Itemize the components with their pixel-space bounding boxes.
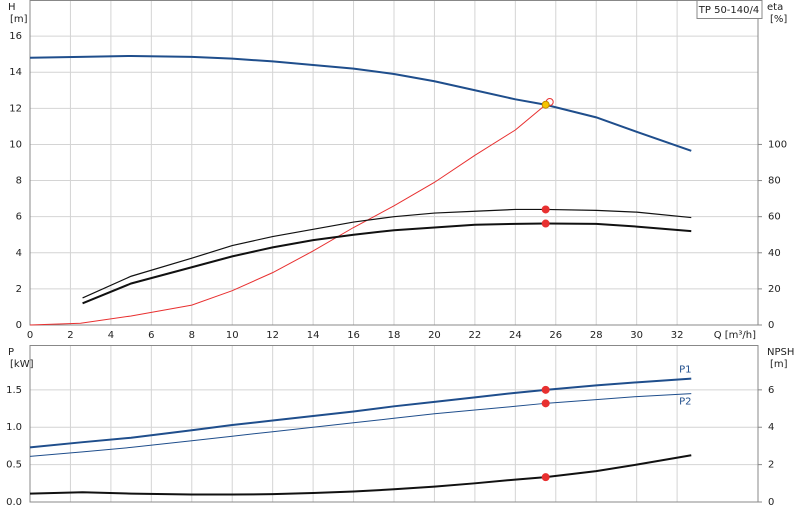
y2-tick-label: 100 (768, 139, 787, 150)
y2-axis-label: eta (767, 2, 783, 13)
x-tick-label: 12 (266, 330, 279, 341)
y-axis-unit: [kW] (10, 359, 34, 370)
y-tick-label: 1.0 (6, 422, 22, 433)
y-tick-label: 2 (16, 284, 22, 295)
y-axis-unit: [m] (10, 14, 28, 25)
series-line (29, 454, 692, 496)
series-label: P1 (679, 365, 691, 376)
x-tick-label: 30 (630, 330, 643, 341)
series-line (29, 393, 692, 457)
y2-tick-label: 2 (768, 460, 774, 471)
point-marker (541, 385, 550, 394)
x-tick-label: 2 (67, 330, 73, 341)
x-tick-label: 4 (108, 330, 114, 341)
x-tick-label: 24 (509, 330, 522, 341)
x-tick-label: 8 (189, 330, 195, 341)
x-tick-label: 0 (27, 330, 33, 341)
y-tick-label: 8 (16, 176, 22, 187)
title-box (696, 0, 763, 19)
x-tick-label: 28 (590, 330, 603, 341)
chart-title: TP 50-140/4 (698, 5, 759, 16)
x-tick-label: 14 (307, 330, 320, 341)
y-tick-label: 0 (16, 320, 22, 331)
y-tick-label: 0.5 (6, 460, 22, 471)
point-marker (541, 219, 550, 228)
y2-tick-label: 4 (768, 422, 774, 433)
plot-frame (29, 0, 759, 326)
point-marker (541, 473, 550, 482)
plot-frame (29, 345, 759, 503)
y-tick-label: 14 (9, 67, 22, 78)
x-tick-label: 18 (388, 330, 401, 341)
y-axis-label: P (8, 347, 14, 358)
series-line (29, 54, 692, 152)
x-tick-label: 6 (148, 330, 154, 341)
x-tick-label: 20 (428, 330, 441, 341)
y2-tick-label: 0 (768, 497, 774, 508)
y2-tick-label: 0 (768, 320, 774, 331)
point-marker (541, 100, 550, 109)
y-tick-label: 12 (9, 103, 22, 114)
y-tick-label: 1.5 (6, 385, 22, 396)
point-marker (541, 205, 550, 214)
series-line (82, 222, 692, 305)
y-tick-label: 10 (9, 139, 22, 150)
x-axis-label: Q [m³/h] (714, 330, 756, 341)
y2-tick-label: 60 (768, 212, 781, 223)
x-tick-label: 10 (226, 330, 239, 341)
series-line (82, 208, 692, 299)
y2-axis-unit: [%] (770, 14, 787, 25)
y2-tick-label: 20 (768, 284, 781, 295)
y-tick-label: 6 (16, 212, 22, 223)
series-label: P2 (679, 397, 691, 408)
x-tick-label: 22 (469, 330, 482, 341)
x-tick-label: 16 (347, 330, 360, 341)
y-axis-label: H (8, 2, 16, 13)
x-tick-label: 26 (549, 330, 562, 341)
series-line (29, 104, 546, 326)
y2-axis-label: NPSH (767, 347, 794, 358)
y-tick-label: 0.0 (6, 497, 22, 508)
y-tick-label: 4 (16, 248, 22, 259)
y-tick-label: 16 (9, 31, 22, 42)
x-tick-label: 32 (671, 330, 684, 341)
y2-tick-label: 6 (768, 385, 774, 396)
series-line (29, 377, 692, 449)
y2-tick-label: 80 (768, 176, 781, 187)
y2-tick-label: 40 (768, 248, 781, 259)
point-marker (541, 399, 550, 408)
y2-axis-unit: [m] (770, 359, 788, 370)
